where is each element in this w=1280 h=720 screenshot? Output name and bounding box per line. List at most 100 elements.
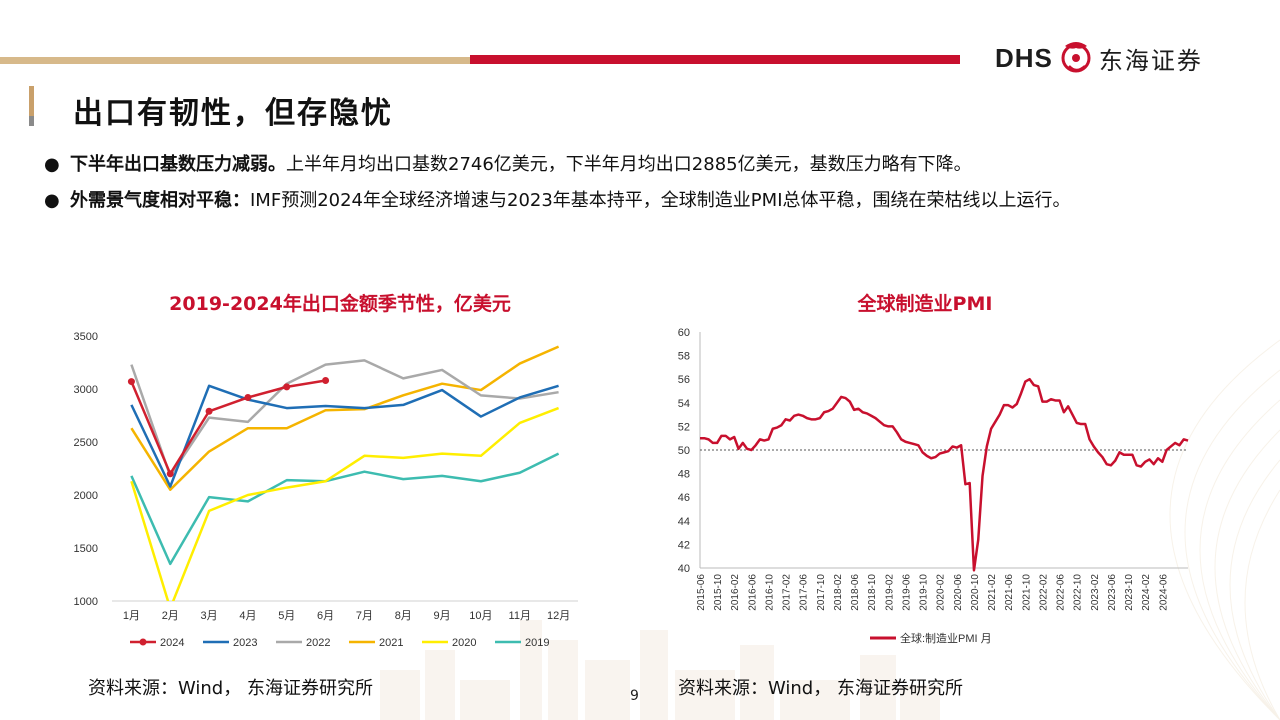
dragon-icon: [1061, 42, 1091, 73]
x-tick-label: 2016-10: [764, 574, 775, 611]
bullet-item: ● 下半年出口基数压力减弱。上半年月均出口基数2746亿美元，下半年月均出口28…: [44, 150, 1194, 180]
series-line-2023: [130, 384, 559, 488]
legend-marker: [139, 638, 147, 646]
data-point-2024: [127, 378, 135, 386]
data-point-2024: [283, 383, 291, 391]
source-note-left: 资料来源：Wind， 东海证券研究所: [88, 678, 373, 699]
data-point-2024: [205, 407, 213, 415]
y-tick-label: 3500: [74, 331, 98, 343]
bullet-list: ● 下半年出口基数压力减弱。上半年月均出口基数2746亿美元，下半年月均出口28…: [44, 150, 1194, 222]
x-tick-label: 1月: [123, 610, 140, 622]
bullet-text: IMF预测2024年全球经济增速与2023年基本持平，全球制造业PMI总体平稳，…: [250, 190, 1071, 211]
bullet-item: ● 外需景气度相对平稳：IMF预测2024年全球经济增速与2023年基本持平，全…: [44, 186, 1194, 216]
x-tick-label: 2021-10: [1021, 574, 1032, 611]
background-arcs: [1169, 339, 1280, 720]
x-tick-label: 2024-06: [1158, 574, 1169, 611]
x-tick-label: 11月: [509, 610, 531, 622]
x-tick-label: 2022-10: [1073, 574, 1084, 611]
bullet-icon: ●: [44, 154, 60, 175]
company-logo: DHS 东海证券: [995, 36, 1203, 80]
x-tick-label: 2月: [162, 610, 179, 622]
export-chart-title: 2019-2024年出口金额季节性，亿美元: [169, 293, 511, 315]
x-tick-label: 2023-06: [1107, 574, 1118, 611]
y-tick-label: 44: [678, 516, 690, 528]
legend-label: 2020: [452, 637, 476, 649]
pmi-chart-title: 全球制造业PMI: [857, 293, 993, 315]
x-tick-label: 2016-06: [747, 574, 758, 611]
y-tick-label: 50: [678, 445, 690, 457]
x-tick-label: 2021-02: [987, 574, 998, 611]
y-tick-label: 42: [678, 539, 690, 551]
y-tick-label: 60: [678, 327, 690, 339]
x-tick-label: 7月: [356, 610, 373, 622]
x-tick-label: 2021-06: [1004, 574, 1015, 611]
series-line-pmi: [700, 377, 1189, 572]
y-tick-label: 46: [678, 492, 690, 504]
y-tick-label: 56: [678, 374, 690, 386]
x-tick-label: 4月: [239, 610, 256, 622]
legend-label: 2022: [306, 637, 330, 649]
bullet-heading: 下半年出口基数压力减弱。: [70, 154, 286, 175]
data-point-2024: [244, 393, 252, 401]
y-tick-label: 2500: [74, 437, 98, 449]
x-tick-label: 5月: [278, 610, 295, 622]
y-tick-label: 40: [678, 563, 690, 575]
global-pmi-chart: 40 42 44 46 48 50 52 54 56 58 60 2015-06 2015-10 2016…: [678, 327, 1189, 645]
x-tick-label: 2017-02: [782, 574, 793, 611]
header-bar-gold: [0, 57, 470, 64]
x-tick-label: 2020-06: [953, 574, 964, 611]
y-tick-label: 1500: [74, 543, 98, 555]
bullet-icon: ●: [44, 190, 60, 211]
page-number: 9: [630, 688, 639, 704]
page-title: 出口有韧性，但存隐忧: [73, 96, 393, 131]
x-tick-label: 2020-02: [936, 574, 947, 611]
y-tick-label: 48: [678, 469, 690, 481]
data-point-2024: [166, 470, 174, 478]
x-tick-label: 2017-06: [799, 574, 810, 611]
series-line-2024: [130, 379, 326, 476]
x-tick-label: 2019-06: [901, 574, 912, 611]
y-tick-label: 1000: [74, 596, 98, 608]
source-note-right: 资料来源：Wind， 东海证券研究所: [678, 678, 963, 699]
header-bar-red: [470, 55, 960, 64]
legend-label: 2023: [233, 637, 257, 649]
x-tick-label: 9月: [434, 610, 451, 622]
x-tick-label: 2019-10: [919, 574, 930, 611]
x-tick-label: 2023-02: [1090, 574, 1101, 611]
background-cityscape: [380, 620, 940, 720]
x-tick-label: 2016-02: [730, 574, 741, 611]
y-tick-label: 54: [678, 398, 690, 410]
x-tick-label: 2022-02: [1038, 574, 1049, 611]
x-tick-label: 2019-02: [884, 574, 895, 611]
x-tick-label: 2018-10: [867, 574, 878, 611]
bullet-text: 上半年月均出口基数2746亿美元，下半年月均出口2885亿美元，基数压力略有下降…: [286, 154, 972, 175]
x-tick-label: 2024-02: [1141, 574, 1152, 611]
x-tick-label: 6月: [317, 610, 334, 622]
x-tick-label: 3月: [201, 610, 218, 622]
series-line-2021: [130, 345, 560, 491]
series-line-2020: [130, 406, 560, 601]
series-line-2019: [130, 452, 560, 566]
x-tick-label: 2015-06: [696, 574, 707, 611]
export-seasonality-chart: 1000 1500 2000 2500 3000 3500 1月 2月 3月 4月 5月 6月 7月 8月…: [74, 331, 578, 649]
logo-latin: DHS: [995, 42, 1053, 73]
x-tick-label: 8月: [395, 610, 412, 622]
x-tick-label: 2017-10: [816, 574, 827, 611]
data-point-2024: [322, 377, 330, 385]
x-tick-label: 10月: [469, 610, 492, 622]
title-accent-bar: [29, 86, 34, 126]
x-tick-label: 2022-06: [1056, 574, 1067, 611]
y-tick-label: 52: [678, 421, 690, 433]
x-tick-label: 2018-06: [850, 574, 861, 611]
y-tick-label: 58: [678, 351, 690, 363]
legend-label: 2019: [525, 637, 549, 649]
x-tick-label: 2020-10: [970, 574, 981, 611]
y-tick-label: 2000: [74, 490, 98, 502]
x-tick-label: 2018-02: [833, 574, 844, 611]
legend-label: 2024: [160, 637, 184, 649]
bullet-heading: 外需景气度相对平稳：: [70, 190, 250, 211]
x-tick-label: 2015-10: [713, 574, 724, 611]
x-tick-label: 2023-10: [1124, 574, 1135, 611]
y-tick-label: 3000: [74, 384, 98, 396]
legend-label: 2021: [379, 637, 403, 649]
